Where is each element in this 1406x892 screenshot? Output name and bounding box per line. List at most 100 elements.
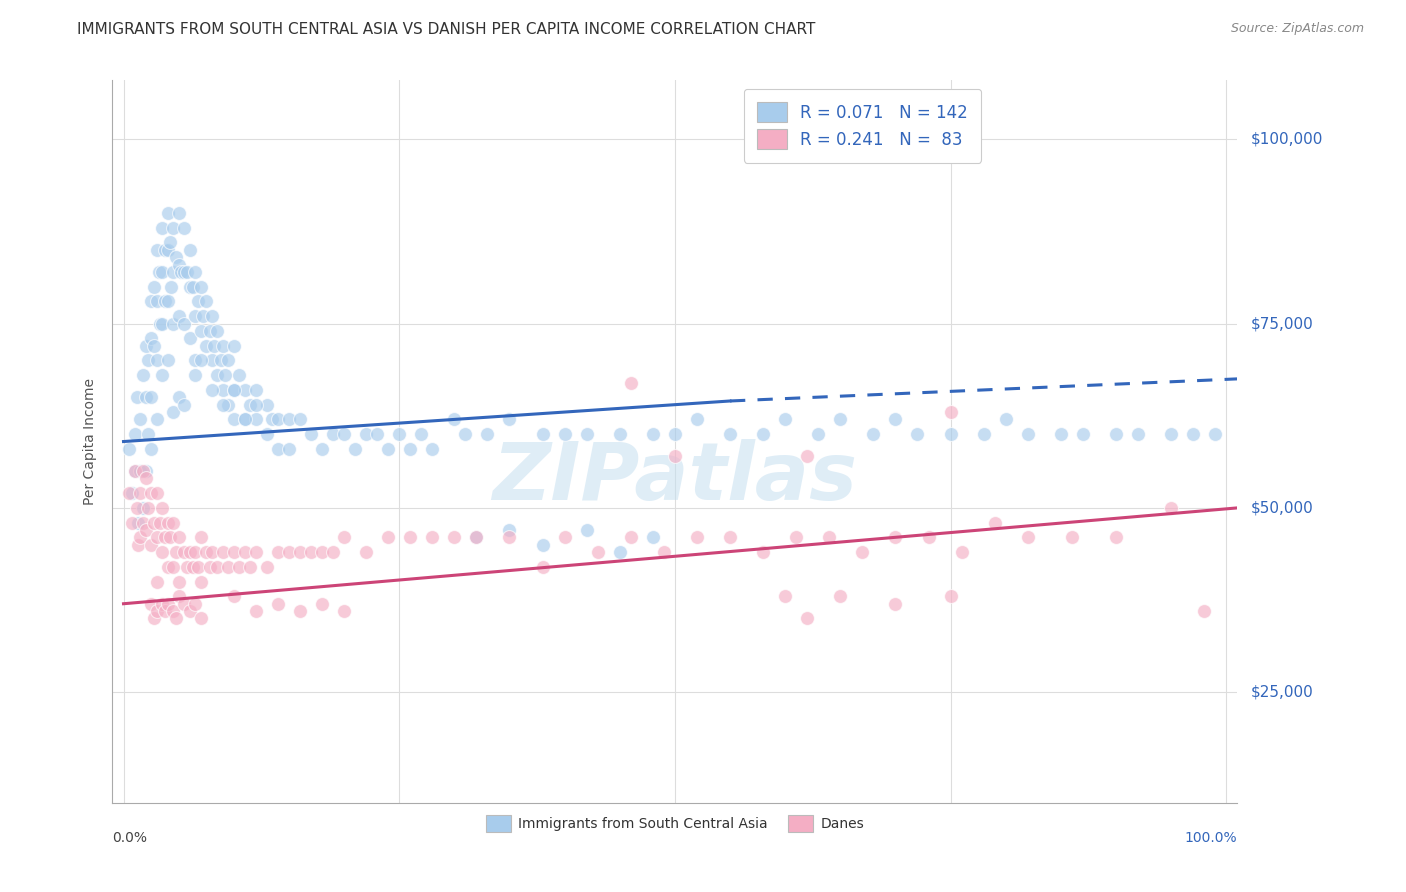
Point: [851, 545, 873, 559]
Point: [277, 412, 299, 426]
Point: [796, 450, 818, 464]
Point: [162, 220, 184, 235]
Point: [160, 279, 183, 293]
Point: [201, 309, 224, 323]
Point: [162, 265, 184, 279]
Point: [245, 383, 267, 397]
Point: [170, 265, 193, 279]
Point: [184, 368, 207, 383]
Point: [344, 442, 367, 456]
Point: [554, 530, 576, 544]
Point: [150, 265, 173, 279]
Point: [135, 523, 157, 537]
Point: [207, 368, 229, 383]
Point: [222, 545, 245, 559]
Point: [830, 412, 852, 426]
Point: [149, 317, 172, 331]
Point: [818, 530, 841, 544]
Point: [228, 560, 250, 574]
Point: [156, 353, 179, 368]
Point: [195, 294, 218, 309]
Point: [165, 545, 187, 559]
Point: [233, 412, 256, 426]
Point: [179, 604, 201, 618]
Point: [155, 604, 177, 618]
Point: [124, 464, 146, 478]
Point: [156, 560, 179, 574]
Point: [233, 412, 256, 426]
Point: [173, 265, 195, 279]
Point: [190, 530, 212, 544]
Point: [129, 530, 152, 544]
Point: [377, 442, 399, 456]
Point: [973, 427, 995, 442]
Point: [465, 530, 488, 544]
Point: [239, 560, 262, 574]
Point: [162, 516, 184, 530]
Point: [176, 560, 198, 574]
Point: [222, 383, 245, 397]
Point: [994, 412, 1017, 426]
Point: [217, 560, 239, 574]
Point: [136, 500, 159, 515]
Point: [127, 538, 149, 552]
Point: [195, 545, 218, 559]
Point: [554, 427, 576, 442]
Point: [201, 353, 224, 368]
Point: [198, 560, 221, 574]
Point: [299, 545, 322, 559]
Point: [162, 317, 184, 331]
Point: [167, 309, 190, 323]
Point: [135, 339, 157, 353]
Point: [773, 412, 796, 426]
Point: [156, 516, 179, 530]
Point: [207, 560, 229, 574]
Point: [907, 427, 929, 442]
Point: [173, 220, 195, 235]
Point: [150, 317, 173, 331]
Point: [1192, 604, 1215, 618]
Point: [1105, 530, 1128, 544]
Point: [139, 442, 162, 456]
Point: [149, 516, 172, 530]
Point: [454, 427, 477, 442]
Point: [129, 486, 152, 500]
Point: [233, 545, 256, 559]
Point: [211, 383, 233, 397]
Point: [211, 398, 233, 412]
Point: [288, 604, 311, 618]
Point: [125, 500, 148, 515]
Point: [256, 398, 278, 412]
Point: [256, 560, 278, 574]
Point: [1204, 427, 1226, 442]
Point: [267, 442, 290, 456]
Point: [156, 206, 179, 220]
Point: [129, 412, 152, 426]
Point: [752, 427, 775, 442]
Point: [322, 427, 344, 442]
Point: [443, 530, 465, 544]
Point: [150, 597, 173, 611]
Text: IMMIGRANTS FROM SOUTH CENTRAL ASIA VS DANISH PER CAPITA INCOME CORRELATION CHART: IMMIGRANTS FROM SOUTH CENTRAL ASIA VS DA…: [77, 22, 815, 37]
Point: [159, 235, 181, 250]
Point: [884, 412, 907, 426]
Point: [884, 597, 907, 611]
Point: [245, 604, 267, 618]
Point: [299, 427, 322, 442]
Point: [124, 464, 146, 478]
Point: [752, 545, 775, 559]
Point: [139, 331, 162, 345]
Point: [179, 331, 201, 345]
Point: [245, 545, 267, 559]
Point: [145, 604, 167, 618]
Point: [156, 243, 179, 257]
Text: 0.0%: 0.0%: [112, 830, 148, 845]
Point: [267, 545, 290, 559]
Text: $50,000: $50,000: [1251, 500, 1315, 516]
Point: [190, 279, 212, 293]
Point: [167, 530, 190, 544]
Point: [125, 390, 148, 404]
Point: [354, 545, 377, 559]
Point: [664, 450, 686, 464]
Point: [256, 427, 278, 442]
